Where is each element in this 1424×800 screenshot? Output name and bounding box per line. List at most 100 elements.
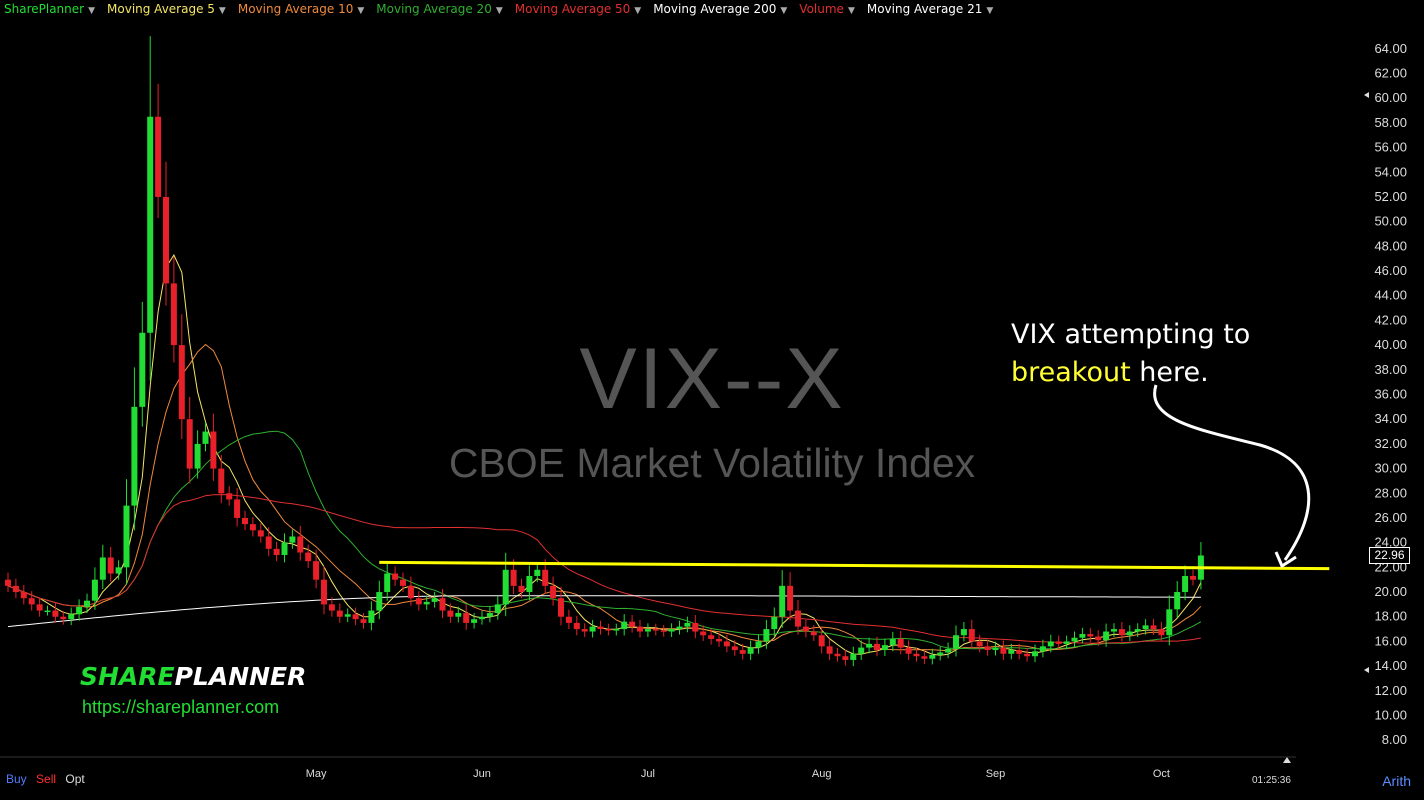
candle-body	[1134, 629, 1141, 632]
candle-body	[763, 629, 770, 642]
candle-body	[573, 622, 580, 630]
logo-part-2: PLANNER	[174, 662, 307, 691]
legend-item[interactable]: Moving Average 5 ▼	[107, 2, 226, 16]
candle-body	[170, 283, 177, 346]
price-tick-label: 42.00	[1374, 312, 1407, 327]
candle-body	[676, 626, 683, 630]
candle-body	[945, 648, 952, 653]
candle-body	[52, 610, 59, 617]
price-tick-label: 48.00	[1374, 238, 1407, 253]
candle-body	[1024, 653, 1031, 657]
candle-body	[984, 646, 991, 651]
chevron-down-icon: ▼	[357, 6, 365, 16]
candle-body	[360, 619, 367, 623]
moving-average-line	[7, 253, 1202, 656]
candle-body	[1055, 641, 1062, 644]
moving-average-line	[7, 343, 1202, 652]
buy-button[interactable]: Buy	[6, 772, 27, 786]
candle-body	[644, 629, 651, 632]
candle-body	[60, 616, 67, 620]
candle-body	[400, 579, 406, 586]
legend-item[interactable]: Moving Average 200 ▼	[653, 2, 787, 16]
candle-body	[913, 653, 920, 657]
moving-average-200-line	[7, 595, 1201, 628]
candle-body	[257, 530, 264, 537]
candle-body	[1039, 646, 1046, 652]
candle-body	[479, 616, 485, 620]
legend-label: Moving Average 50	[514, 2, 631, 16]
candle-body	[91, 579, 98, 601]
candle-body	[700, 631, 707, 636]
candle-body	[937, 652, 944, 655]
candle-body	[265, 536, 272, 549]
candle-body	[992, 647, 999, 651]
trade-toolbar: Buy Sell Opt	[0, 772, 85, 786]
price-tick-label: 34.00	[1374, 411, 1407, 426]
candle-body	[534, 569, 541, 576]
candle-body	[558, 598, 564, 617]
options-button[interactable]: Opt	[65, 772, 85, 786]
candle-body	[1000, 647, 1007, 654]
candle-body	[202, 431, 209, 444]
candle-body	[5, 579, 11, 586]
candle-body	[1087, 634, 1094, 637]
price-tick-label: 54.00	[1374, 164, 1407, 179]
candle-body	[249, 524, 256, 531]
candle-body	[787, 585, 794, 611]
chevron-down-icon: ▼	[780, 6, 788, 16]
price-tick-label: 12.00	[1374, 683, 1407, 698]
candle-body	[605, 629, 612, 631]
candle-body	[36, 604, 43, 611]
candle-body	[637, 626, 643, 632]
candle-body	[99, 557, 106, 580]
candle-body	[874, 643, 880, 651]
price-axis: 8.0010.0012.0014.0016.0018.0020.0022.002…	[0, 41, 1407, 780]
price-tick-label: 26.00	[1374, 510, 1407, 525]
candle-body	[502, 569, 509, 605]
sell-button[interactable]: Sell	[36, 772, 57, 786]
candle-body	[84, 600, 90, 607]
scale-mode-button[interactable]: Arith	[1382, 773, 1411, 789]
candle-body	[1071, 637, 1078, 642]
candle-body	[550, 585, 557, 599]
candle-body	[368, 610, 375, 623]
legend-item[interactable]: Moving Average 21 ▼	[867, 2, 993, 16]
candle-body	[107, 557, 114, 574]
price-tick-label: 58.00	[1374, 115, 1407, 130]
month-label: Oct	[1153, 768, 1170, 780]
price-tick-label: 8.00	[1382, 732, 1407, 747]
month-label: Sep	[986, 768, 1006, 780]
candle-body	[273, 548, 280, 555]
candle-body	[336, 610, 343, 617]
moving-average-line	[7, 494, 1201, 644]
legend-item[interactable]: SharePlanner ▼	[4, 2, 95, 16]
candle-body	[684, 622, 691, 627]
breakout-overlay	[379, 384, 1330, 571]
logo-part-1: SHARE	[80, 662, 175, 691]
price-tick-label: 40.00	[1374, 337, 1407, 352]
price-marker-icon	[1364, 667, 1369, 673]
brand-url: https://shareplanner.com	[82, 697, 280, 717]
price-tick-label: 20.00	[1374, 584, 1407, 599]
legend-item[interactable]: Volume ▼	[799, 2, 855, 16]
candle-body	[802, 626, 809, 632]
legend-label: Moving Average 20	[376, 2, 492, 16]
candle-body	[795, 610, 801, 627]
price-tick-label: 56.00	[1374, 140, 1407, 155]
candle-body	[1174, 592, 1181, 610]
candle-body	[850, 653, 857, 660]
candle-body	[1166, 609, 1173, 636]
candle-body	[739, 650, 746, 654]
candle-body	[76, 606, 83, 615]
candle-body	[921, 656, 928, 659]
legend-item[interactable]: Moving Average 10 ▼	[238, 2, 364, 16]
candle-body	[660, 630, 667, 632]
candle-body	[1126, 631, 1133, 636]
candle-body	[810, 631, 817, 636]
legend-item[interactable]: Moving Average 50 ▼	[515, 2, 641, 16]
legend-item[interactable]: Moving Average 20 ▼	[376, 2, 502, 16]
candle-body	[968, 629, 975, 642]
annotation-highlight: breakout	[1011, 357, 1131, 388]
candle-body	[581, 629, 588, 632]
